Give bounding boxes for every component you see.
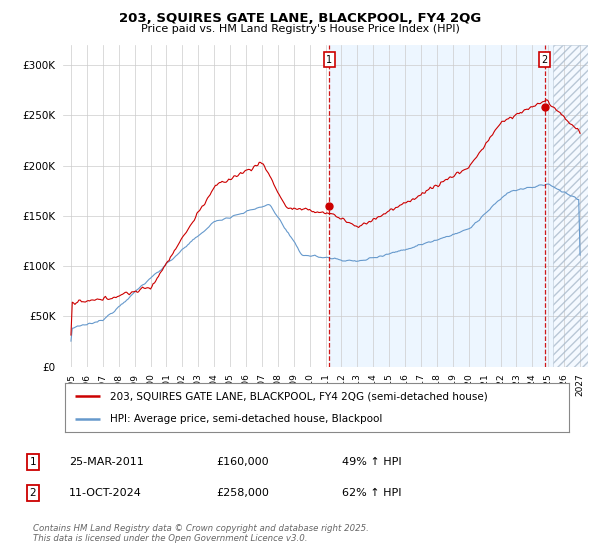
Text: 25-MAR-2011: 25-MAR-2011: [69, 457, 144, 467]
Text: 11-OCT-2024: 11-OCT-2024: [69, 488, 142, 498]
Text: 49% ↑ HPI: 49% ↑ HPI: [342, 457, 401, 467]
Text: 1: 1: [326, 55, 332, 65]
Text: 2: 2: [29, 488, 37, 498]
Text: £160,000: £160,000: [216, 457, 269, 467]
Bar: [329, 45, 553, 367]
Text: 203, SQUIRES GATE LANE, BLACKPOOL, FY4 2QG: 203, SQUIRES GATE LANE, BLACKPOOL, FY4 2…: [119, 12, 481, 25]
Text: HPI: Average price, semi-detached house, Blackpool: HPI: Average price, semi-detached house,…: [110, 414, 383, 424]
Text: 2: 2: [542, 55, 548, 65]
Text: 1: 1: [29, 457, 37, 467]
Text: 62% ↑ HPI: 62% ↑ HPI: [342, 488, 401, 498]
Text: Contains HM Land Registry data © Crown copyright and database right 2025.
This d: Contains HM Land Registry data © Crown c…: [33, 524, 369, 543]
Text: £258,000: £258,000: [216, 488, 269, 498]
Text: Price paid vs. HM Land Registry's House Price Index (HPI): Price paid vs. HM Land Registry's House …: [140, 24, 460, 34]
Bar: [553, 45, 588, 367]
Text: 203, SQUIRES GATE LANE, BLACKPOOL, FY4 2QG (semi-detached house): 203, SQUIRES GATE LANE, BLACKPOOL, FY4 2…: [110, 391, 488, 402]
